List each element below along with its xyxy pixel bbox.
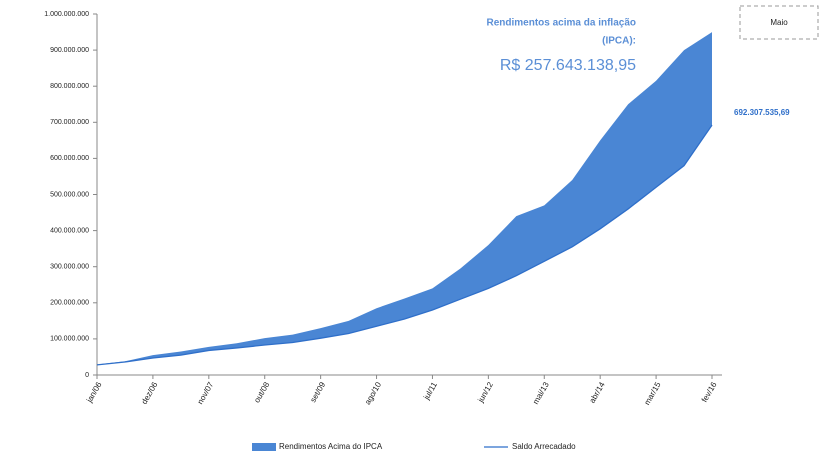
annotation-box-text: Maio [770, 18, 788, 27]
x-tick-label: mai/13 [531, 380, 551, 406]
x-tick-label: jul/11 [421, 380, 439, 402]
y-tick-label: 900.000.000 [50, 47, 89, 54]
y-tick-label: 500.000.000 [50, 191, 89, 198]
plot-area [97, 32, 713, 366]
annotation-line: (IPCA): [602, 36, 636, 47]
legend-swatch [252, 443, 276, 451]
y-tick-label: 200.000.000 [50, 300, 89, 307]
legend-label: Saldo Arrecadado [512, 442, 576, 451]
x-tick-label: fev/16 [700, 380, 719, 404]
x-tick-label: abr/14 [588, 380, 607, 405]
y-tick-label: 800.000.000 [50, 83, 89, 90]
y-tick-label: 100.000.000 [50, 336, 89, 343]
x-tick-label: nov/07 [196, 380, 216, 406]
y-tick-label: 600.000.000 [50, 155, 89, 162]
y-tick-label: 0 [85, 372, 89, 379]
x-tick-label: jun/12 [476, 380, 495, 405]
x-tick-label: ago/10 [363, 380, 383, 406]
y-tick-label: 700.000.000 [50, 119, 89, 126]
y-tick-label: 400.000.000 [50, 227, 89, 234]
legend-label: Rendimentos Acima do IPCA [279, 442, 383, 451]
data-label: R$ 257.643.138,95 [500, 57, 636, 74]
data-label: 692.307.535,69 [734, 108, 790, 117]
x-tick-label: set/09 [309, 380, 328, 404]
area-band [97, 32, 712, 365]
y-tick-label: 1.000.000.000 [44, 11, 89, 18]
x-tick-label: mar/15 [642, 380, 663, 407]
y-tick-label: 300.000.000 [50, 264, 89, 271]
annotation-line: Rendimentos acima da inflação [487, 18, 637, 29]
x-tick-label: jan/06 [84, 380, 103, 405]
x-tick-label: out/08 [252, 380, 271, 404]
line [97, 124, 713, 366]
annotation-box [739, 5, 819, 40]
x-tick-label: dez/06 [140, 380, 160, 406]
